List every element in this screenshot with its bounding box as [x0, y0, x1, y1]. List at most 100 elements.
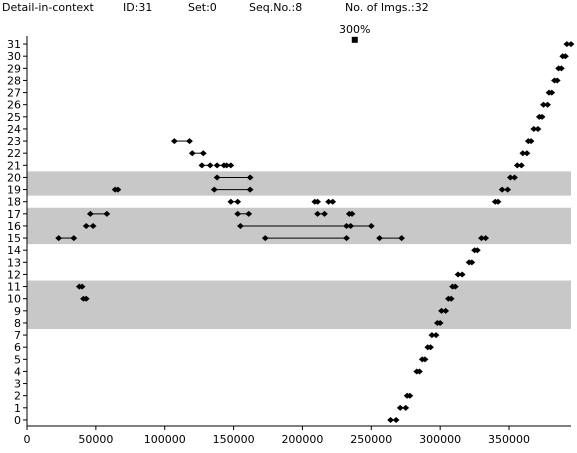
segment-end-marker	[321, 210, 328, 217]
data-point	[504, 186, 512, 193]
y-tick-label: 18	[7, 196, 21, 209]
y-tick-label: 5	[14, 353, 21, 366]
y-tick-label: 19	[7, 184, 21, 197]
data-point	[451, 283, 459, 290]
data-point	[438, 307, 445, 314]
segment-start-marker	[223, 162, 231, 169]
data-point	[442, 307, 450, 314]
data-point	[468, 259, 476, 266]
y-tick-label: 0	[14, 414, 21, 427]
data-point	[458, 271, 466, 278]
annotation-marker	[351, 36, 358, 43]
y-tick-label: 25	[7, 111, 21, 124]
x-tick-label: 100000	[144, 433, 186, 446]
segment-start-marker	[213, 162, 221, 169]
y-tick-label: 20	[7, 171, 21, 184]
data-point	[406, 392, 414, 399]
segment-end-marker	[186, 138, 193, 145]
y-tick-label: 31	[7, 38, 21, 51]
y-tick-label: 21	[7, 159, 21, 172]
data-point	[553, 77, 561, 84]
y-tick-label: 16	[7, 220, 21, 233]
y-tick-label: 17	[7, 208, 21, 221]
data-point	[78, 283, 86, 290]
segment-end-marker	[227, 162, 235, 169]
data-point	[473, 247, 481, 254]
segment-start-marker	[82, 222, 90, 229]
segment-end-marker	[246, 174, 254, 181]
y-tick-label: 28	[7, 74, 21, 87]
x-tick-label: 200000	[281, 433, 323, 446]
highlight-band	[27, 171, 571, 196]
segment-end-marker	[367, 222, 375, 229]
y-tick-label: 30	[7, 50, 21, 63]
x-tick-label: 0	[24, 433, 31, 446]
data-point	[523, 150, 531, 157]
data-point	[534, 125, 542, 132]
data-point	[314, 198, 321, 205]
data-point	[82, 295, 90, 302]
data-point	[567, 41, 575, 48]
segment-end-marker	[398, 235, 406, 242]
data-point	[519, 150, 527, 157]
data-point	[416, 368, 423, 375]
data-point	[329, 198, 337, 205]
y-tick-label: 6	[14, 341, 21, 354]
data-point	[428, 332, 436, 339]
segment-start-marker	[237, 222, 244, 229]
chart-header: Detail-in-context ID:31 Set:0 Seq.No.:8 …	[0, 0, 577, 16]
data-point	[530, 125, 538, 132]
data-point	[447, 295, 455, 302]
data-point	[548, 89, 556, 96]
segment-end-marker	[343, 222, 350, 229]
segment-end-marker	[234, 198, 242, 205]
header-set: Set:0	[188, 1, 217, 14]
segment-end-marker	[199, 150, 207, 157]
segment-end-marker	[246, 186, 254, 193]
y-tick-label: 13	[7, 256, 21, 269]
segment-start-marker	[170, 138, 178, 145]
y-tick-label: 27	[7, 87, 21, 100]
data-point	[478, 235, 485, 242]
data-point	[544, 101, 551, 108]
data-point	[387, 416, 394, 423]
y-tick-label: 10	[7, 293, 21, 306]
data-point	[507, 174, 514, 181]
data-point	[540, 101, 547, 108]
segment-start-marker	[86, 210, 94, 217]
data-point	[557, 65, 565, 72]
header-seq: Seq.No.:8	[249, 1, 303, 14]
annotation-label: 300%	[339, 23, 370, 36]
y-tick-label: 1	[14, 402, 21, 415]
data-point	[498, 186, 506, 193]
segment-end-marker	[245, 210, 253, 217]
data-point	[511, 174, 518, 181]
data-point	[396, 404, 404, 411]
data-point	[527, 138, 535, 145]
y-tick-label: 23	[7, 135, 21, 148]
data-point	[563, 41, 571, 48]
segment-end-marker	[70, 235, 78, 242]
y-tick-label: 11	[7, 281, 21, 294]
segment-end-marker	[343, 235, 350, 242]
header-title: Detail-in-context	[2, 1, 94, 14]
data-point	[392, 416, 400, 423]
segment-end-marker	[206, 162, 214, 169]
data-point	[402, 404, 410, 411]
data-point	[325, 198, 333, 205]
data-point	[432, 332, 440, 339]
data-point	[421, 356, 429, 363]
data-point	[482, 235, 490, 242]
data-point	[427, 344, 434, 351]
header-id: ID:31	[123, 1, 153, 14]
x-tick-label: 250000	[350, 433, 392, 446]
y-tick-label: 12	[7, 268, 21, 281]
y-tick-label: 22	[7, 147, 21, 160]
segment-start-marker	[227, 198, 235, 205]
y-tick-label: 14	[7, 244, 21, 257]
x-tick-label: 150000	[213, 433, 255, 446]
data-point	[494, 198, 502, 205]
y-tick-label: 7	[14, 329, 21, 342]
data-point	[513, 162, 521, 169]
